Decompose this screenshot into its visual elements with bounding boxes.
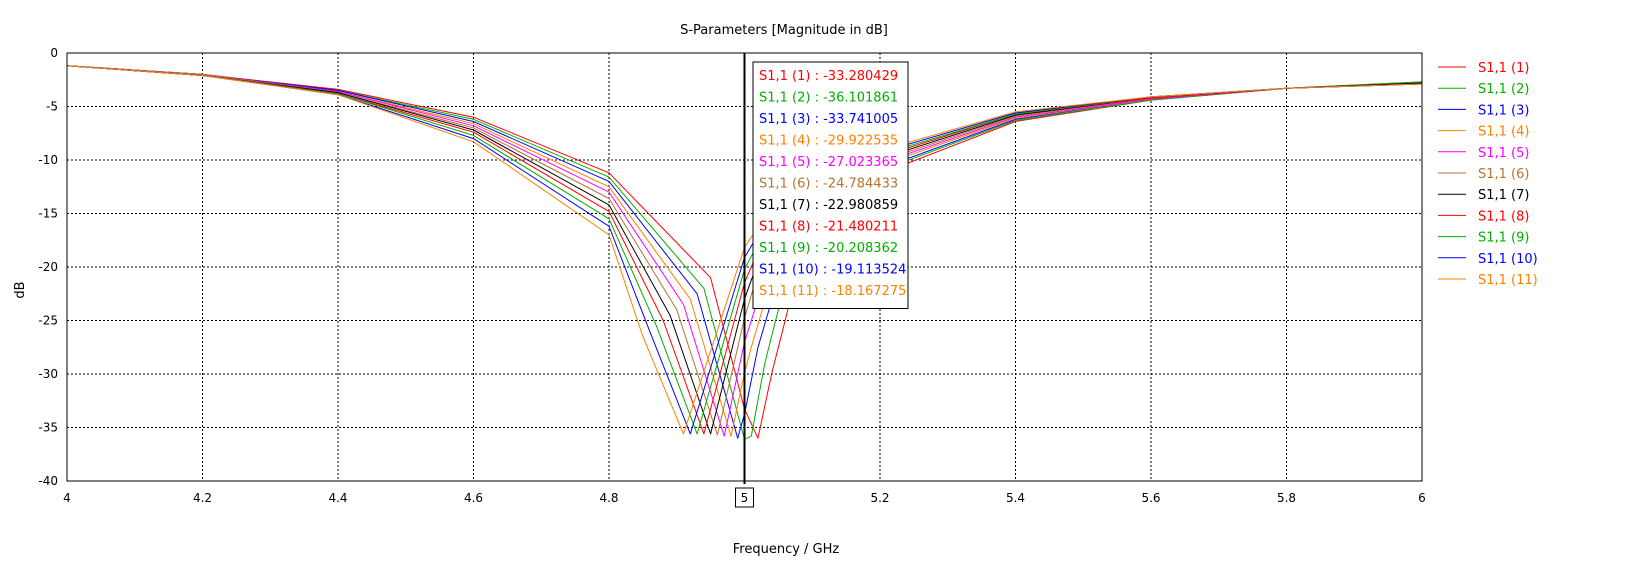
y-tick-label: -35 <box>38 421 58 435</box>
series-line-2 <box>66 65 1423 440</box>
y-tick-label: -25 <box>38 314 58 328</box>
legend-entry-11: S1,1 (11) <box>1478 273 1538 288</box>
x-tick-label: 4.8 <box>599 491 618 505</box>
readout-line-2: S1,1 (2) : -36.101861 <box>759 91 898 106</box>
legend-entry-3: S1,1 (3) <box>1478 103 1529 118</box>
y-axis-ticks: 0 -5 -10 -15 -20 -25 -30 -35 -40 <box>38 46 58 488</box>
readout-line-9: S1,1 (9) : -20.208362 <box>759 241 898 256</box>
readout-line-4: S1,1 (4) : -29.922535 <box>759 134 898 149</box>
y-tick-label: -10 <box>38 153 58 167</box>
chart-title: S-Parameters [Magnitude in dB] <box>680 23 888 38</box>
marker-readout-box: S1,1 (1) : -33.280429 S1,1 (2) : -36.1018… <box>752 61 909 309</box>
x-tick-label: 5.4 <box>1006 491 1025 505</box>
readout-box-frame <box>752 61 909 309</box>
x-tick-label: 5.8 <box>1277 491 1296 505</box>
readout-line-11: S1,1 (11) : -18.167275 <box>759 284 906 299</box>
series-line-4 <box>66 65 1423 437</box>
y-axis-title: dB <box>13 281 28 298</box>
x-tick-label: 4 <box>63 491 71 505</box>
legend-entry-9: S1,1 (9) <box>1478 231 1529 246</box>
readout-line-10: S1,1 (10) : -19.113524 <box>759 263 906 278</box>
x-tick-label: 4.6 <box>464 491 483 505</box>
legend-entry-5: S1,1 (5) <box>1478 146 1529 161</box>
legend-entry-1: S1,1 (1) <box>1478 61 1529 76</box>
x-tick-label: 6 <box>1418 491 1426 505</box>
x-tick-label: 5.6 <box>1141 491 1160 505</box>
plot-area: 5 <box>66 52 1423 508</box>
legend-entry-6: S1,1 (6) <box>1478 167 1529 182</box>
x-tick-label: 5.2 <box>870 491 889 505</box>
readout-line-8: S1,1 (8) : -21.480211 <box>759 220 898 235</box>
y-tick-label: -20 <box>38 260 58 274</box>
legend-entry-4: S1,1 (4) <box>1478 125 1529 140</box>
legend: S1,1 (1) S1,1 (2) S1,1 (3) S1,1 (4) S1,1 (5)… <box>1438 61 1538 288</box>
legend-entry-10: S1,1 (10) <box>1478 252 1538 267</box>
readout-line-7: S1,1 (7) : -22.980859 <box>759 198 898 213</box>
legend-entry-7: S1,1 (7) <box>1478 188 1529 203</box>
x-axis-ticks: 4 4.2 4.4 4.6 4.8 5.2 5.4 5.6 5.8 6 <box>63 491 1426 505</box>
y-tick-label: -15 <box>38 207 58 221</box>
readout-line-3: S1,1 (3) : -33.741005 <box>759 112 898 127</box>
x-axis-title: Frequency / GHz <box>733 542 840 557</box>
marker-label: 5 <box>741 491 749 505</box>
legend-entry-8: S1,1 (8) <box>1478 209 1529 224</box>
y-tick-label: -40 <box>38 474 58 488</box>
x-tick-label: 4.4 <box>328 491 347 505</box>
y-tick-label: 0 <box>50 46 58 60</box>
readout-line-1: S1,1 (1) : -33.280429 <box>759 69 898 84</box>
x-tick-label: 4.2 <box>193 491 212 505</box>
marker-label-box[interactable] <box>735 487 754 508</box>
frequency-marker[interactable]: 5 <box>735 53 754 508</box>
series-line-1 <box>66 65 1423 439</box>
readout-line-6: S1,1 (6) : -24.784433 <box>759 177 898 192</box>
y-tick-label: -5 <box>46 100 58 114</box>
legend-entry-2: S1,1 (2) <box>1478 82 1529 97</box>
y-tick-label: -30 <box>38 367 58 381</box>
readout-line-5: S1,1 (5) : -27.023365 <box>759 155 898 170</box>
